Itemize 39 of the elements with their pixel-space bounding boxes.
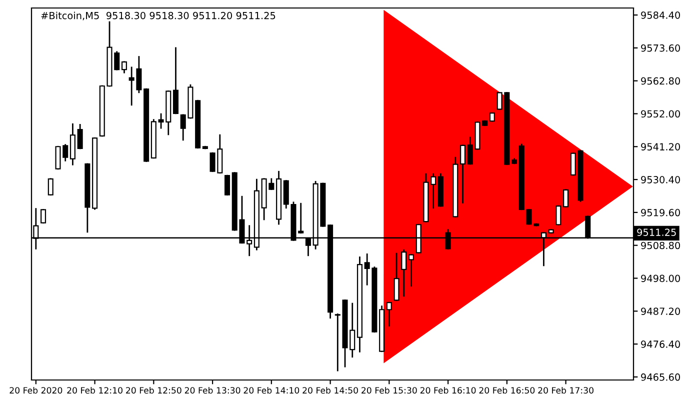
x-tick-label: 20 Feb 15:30 [362,386,417,394]
x-tick-label: 20 Feb 17:30 [538,386,594,394]
candlestick [70,123,76,166]
candlestick [401,250,407,297]
y-tick-label: 9562.80 [641,77,680,85]
ref-line-label: 9511.25 [637,228,676,236]
candlestick [386,302,392,326]
x-tick-label: 20 Feb 16:50 [479,386,535,394]
candlestick [394,252,400,301]
candlestick [556,205,562,226]
chart-title: #Bitcoin,M5 9518.30 9518.30 9511.20 9511.25 [41,12,276,20]
y-tick-label: 9552.00 [641,110,680,118]
candlestick [430,173,436,209]
candlestick [77,124,83,150]
y-tick-label: 9519.60 [641,208,680,216]
x-tick-label: 20 Feb 13:30 [184,386,240,394]
candlestick [460,144,466,204]
x-tick-label: 20 Feb 12:10 [67,386,122,394]
x-tick-label: 20 Feb 16:10 [420,386,476,394]
y-tick-label: 9476.40 [641,340,680,348]
x-tick-label: 20 Feb 14:50 [302,386,358,394]
y-tick-label: 9530.40 [641,176,680,184]
x-tick-label: 20 Feb 12:50 [126,386,182,394]
candlestick [40,208,46,224]
candlestick [408,254,414,287]
y-tick-label: 9487.20 [641,308,680,315]
candlestick [121,61,127,74]
x-tick-label: 20 Feb 14:10 [244,386,300,394]
x-tick-label: 20 Feb 2020 [10,386,62,394]
y-tick-label: 9573.60 [641,44,680,52]
y-tick-label: 9584.40 [641,11,680,19]
candlestick [224,174,230,196]
y-tick-label: 9465.60 [641,373,680,381]
candlestick [48,178,54,196]
candlestick [172,47,179,114]
y-tick-label: 9498.00 [641,274,680,282]
candlestick [563,189,569,208]
y-tick-label: 9541.20 [641,143,680,150]
y-tick-label: 9508.80 [641,242,680,250]
